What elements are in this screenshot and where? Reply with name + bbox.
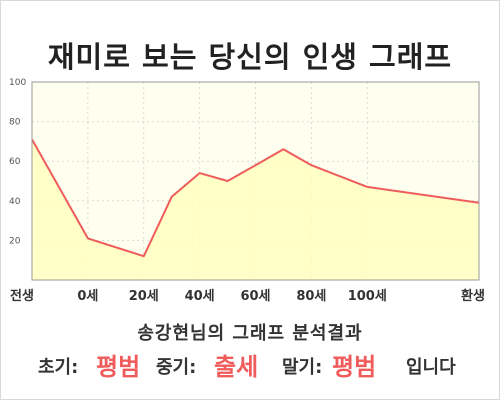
x-axis-ticks: 전생 0세 20세 40세 60세 80세 100세 환생 <box>10 288 485 304</box>
y-tick-label: 100 <box>9 78 26 88</box>
late-value: 평범 <box>332 353 377 381</box>
x-tick-label: 0세 <box>77 289 98 304</box>
ending-text: 입니다 <box>406 357 456 378</box>
x-tick-label: 전생 <box>10 288 34 304</box>
analysis-summary: 송강현님의 그래프 분석결과 <box>137 323 363 344</box>
series-area <box>32 139 479 280</box>
mid-value: 출세 <box>214 353 259 381</box>
y-tick-label: 40 <box>9 197 21 207</box>
x-tick-label: 20세 <box>129 289 159 304</box>
x-tick-label: 80세 <box>296 289 326 304</box>
x-tick-label: 100세 <box>348 289 387 304</box>
y-tick-label: 20 <box>9 236 21 246</box>
y-tick-label: 80 <box>9 118 21 128</box>
life-graph-chart: 20 40 60 80 100 전생 0세 20세 40세 60세 80세 100세 환생 <box>9 78 485 304</box>
early-label: 초기: <box>38 357 79 378</box>
plot-border <box>31 81 480 281</box>
page-title: 재미로 보는 당신의 인생 그래프 <box>47 40 453 74</box>
result-line: 초기: 평범 중기: 출세 말기: 평범 입니다 <box>0 346 500 382</box>
series-line <box>31 138 480 258</box>
mid-label: 중기: <box>156 357 197 378</box>
early-value: 평범 <box>96 353 141 381</box>
x-tick-label: 60세 <box>240 289 270 304</box>
x-tick-label: 환생 <box>461 288 485 304</box>
x-tick-label: 40세 <box>185 289 215 304</box>
y-tick-label: 60 <box>9 157 21 167</box>
y-axis-ticks: 20 40 60 80 100 <box>9 78 26 246</box>
late-label: 말기: <box>282 357 323 378</box>
